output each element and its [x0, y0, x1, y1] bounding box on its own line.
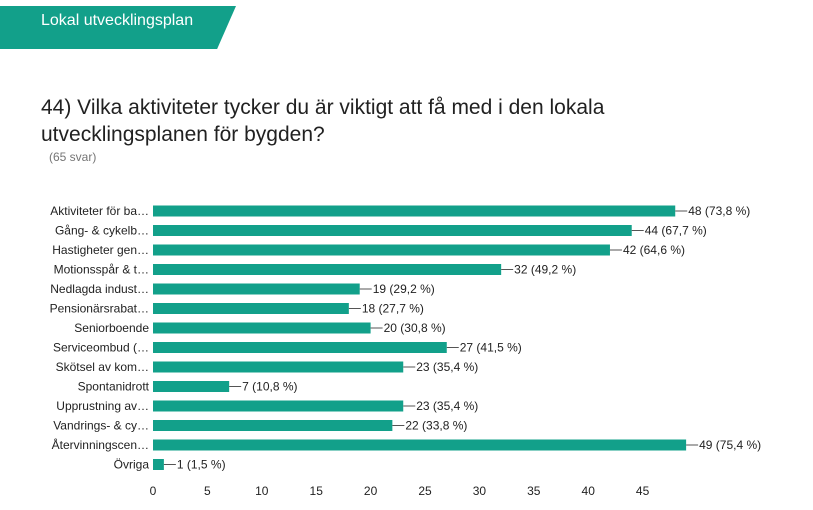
category-label: Gång- & cykelb…	[55, 224, 149, 238]
data-label: 44 (67,7 %)	[645, 224, 707, 238]
data-label: 23 (35,4 %)	[416, 360, 478, 374]
data-label: 20 (30,8 %)	[384, 321, 446, 335]
data-label: 18 (27,7 %)	[362, 302, 424, 316]
category-label: Pensionärsrabat…	[50, 302, 149, 316]
category-label: Aktiviteter för ba…	[50, 204, 149, 218]
bar	[153, 381, 230, 392]
bar	[153, 303, 349, 314]
category-label: Vandrings- & cy…	[53, 419, 149, 433]
data-label: 7 (10,8 %)	[242, 380, 297, 394]
question-title: 44) Vilka aktiviteter tycker du är vikti…	[41, 96, 605, 146]
category-label: Skötsel av kom…	[56, 360, 149, 374]
category-label: Spontanidrott	[78, 380, 150, 394]
section-banner-label: Lokal utvecklingsplan	[41, 12, 194, 29]
x-tick-label: 15	[310, 484, 324, 498]
data-label: 32 (49,2 %)	[514, 263, 576, 277]
category-label: Upprustning av…	[56, 399, 149, 413]
bar	[153, 264, 502, 275]
bar	[153, 342, 447, 353]
response-count: (65 svar)	[49, 150, 97, 164]
category-label: Seniorboende	[74, 321, 149, 335]
category-label: Återvinningscen…	[52, 437, 149, 452]
category-label: Serviceombud (…	[53, 341, 149, 355]
bar	[153, 439, 687, 451]
bar	[153, 322, 371, 334]
section-banner	[0, 6, 236, 49]
bar	[153, 400, 404, 412]
x-tick-label: 20	[364, 484, 378, 498]
x-tick-label: 30	[473, 484, 487, 498]
bar	[153, 244, 610, 256]
category-label: Hastigheter gen…	[52, 243, 149, 257]
bar	[153, 283, 360, 295]
data-label: 48 (73,8 %)	[688, 204, 750, 218]
x-tick-label: 40	[582, 484, 596, 498]
x-tick-label: 0	[150, 484, 157, 498]
x-tick-label: 25	[418, 484, 432, 498]
x-tick-label: 10	[255, 484, 269, 498]
category-label: Nedlagda indust…	[50, 282, 149, 296]
bar	[153, 420, 393, 431]
bar	[153, 361, 404, 373]
data-label: 19 (29,2 %)	[373, 282, 435, 296]
x-tick-label: 5	[204, 484, 211, 498]
bar	[153, 459, 164, 470]
bar	[153, 205, 676, 217]
data-label: 22 (33,8 %)	[405, 419, 467, 433]
x-tick-label: 45	[636, 484, 650, 498]
data-label: 23 (35,4 %)	[416, 399, 478, 413]
bar	[153, 225, 632, 236]
x-tick-label: 35	[527, 484, 541, 498]
category-label: Övriga	[114, 458, 150, 472]
category-label: Motionsspår & t…	[54, 263, 149, 277]
data-label: 42 (64,6 %)	[623, 243, 685, 257]
data-label: 1 (1,5 %)	[177, 458, 226, 472]
data-label: 27 (41,5 %)	[460, 341, 522, 355]
data-label: 49 (75,4 %)	[699, 438, 761, 452]
